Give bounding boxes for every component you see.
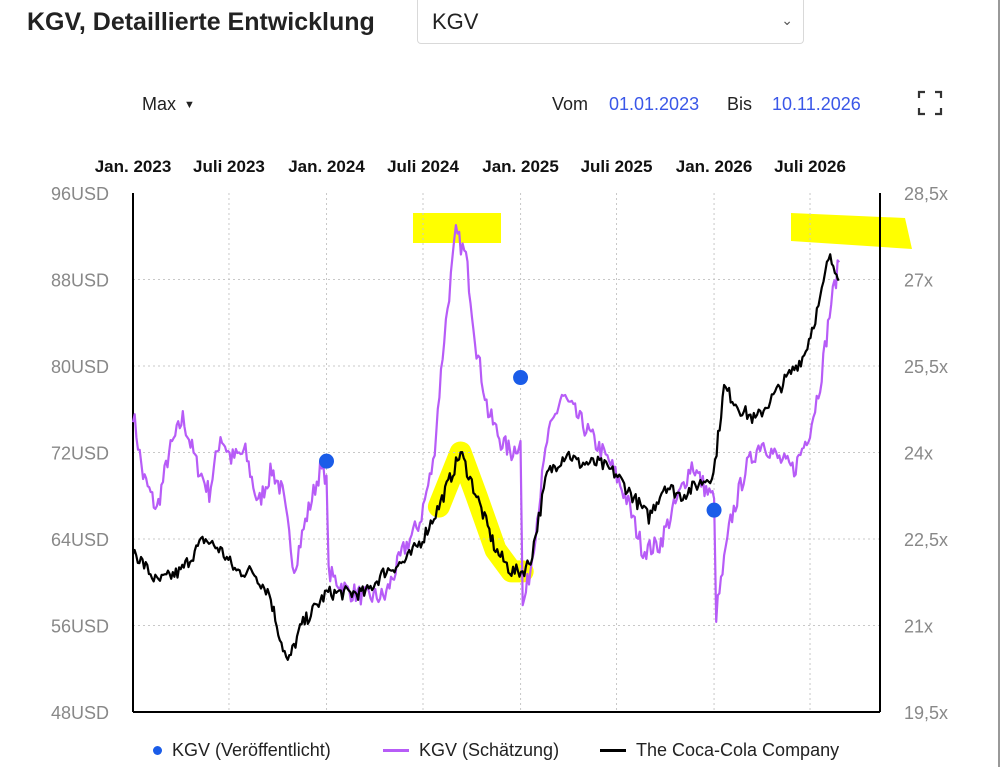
range-dropdown[interactable]: Max ▼ bbox=[142, 94, 195, 115]
data-point-published bbox=[706, 502, 722, 518]
data-point-published bbox=[319, 453, 335, 469]
caret-down-icon: ▼ bbox=[184, 99, 195, 111]
x-tick-label: Jan. 2026 bbox=[676, 157, 753, 176]
y-left-tick-label: 96USD bbox=[51, 184, 109, 204]
panel-border bbox=[998, 0, 1000, 767]
fullscreen-button[interactable] bbox=[916, 89, 944, 117]
y-left-tick-label: 56USD bbox=[51, 617, 109, 637]
legend-label: KGV (Veröffentlicht) bbox=[172, 740, 331, 760]
from-label: Vom bbox=[552, 94, 589, 114]
x-tick-label: Jan. 2024 bbox=[288, 157, 365, 176]
x-tick-label: Juli 2023 bbox=[193, 157, 265, 176]
to-label: Bis bbox=[727, 94, 753, 114]
highlight-peak-2026 bbox=[791, 213, 912, 249]
y-right-tick-label: 27x bbox=[904, 271, 933, 291]
series-layer bbox=[131, 224, 841, 661]
y-right-tick-label: 25,5x bbox=[904, 357, 948, 377]
metric-select-value: KGV bbox=[432, 9, 479, 34]
legend-line-icon bbox=[383, 749, 409, 752]
y-left-tick-label: 72USD bbox=[51, 444, 109, 464]
axis-layer: 48USD 56USD 64USD 72USD 80USD 88USD 96USD 19,5x… bbox=[51, 157, 948, 723]
metric-select[interactable]: KGV ⌄ bbox=[417, 0, 804, 44]
y-right-tick-label: 22,5x bbox=[904, 530, 948, 550]
chevron-down-icon: ⌄ bbox=[781, 12, 793, 28]
fullscreen-icon bbox=[917, 90, 943, 116]
y-left-tick-label: 48USD bbox=[51, 703, 109, 723]
legend-item-company[interactable]: The Coca-Cola Company bbox=[600, 740, 839, 761]
x-tick-label: Juli 2024 bbox=[387, 157, 459, 176]
x-tick-label: Juli 2026 bbox=[774, 157, 846, 176]
page-title: KGV, Detaillierte Entwicklung bbox=[27, 8, 375, 36]
y-right-tick-label: 21x bbox=[904, 617, 933, 637]
grid-layer bbox=[133, 193, 880, 712]
chart-area: 48USD 56USD 64USD 72USD 80USD 88USD 96USD 19,5x… bbox=[51, 157, 948, 723]
legend-label: KGV (Schätzung) bbox=[419, 740, 560, 760]
highlight-price-decline bbox=[427, 441, 534, 583]
y-left-tick-label: 80USD bbox=[51, 357, 109, 377]
legend-label: The Coca-Cola Company bbox=[636, 740, 840, 760]
x-tick-label: Juli 2025 bbox=[581, 157, 653, 176]
legend-dot-icon bbox=[153, 746, 162, 755]
x-tick-label: Jan. 2025 bbox=[482, 157, 559, 176]
legend-item-estimate[interactable]: KGV (Schätzung) bbox=[383, 740, 559, 761]
y-right-tick-label: 19,5x bbox=[904, 703, 948, 723]
to-date-input[interactable]: 10.11.2026 bbox=[772, 94, 861, 114]
legend-line-icon bbox=[600, 749, 626, 752]
series-line-estimate bbox=[131, 224, 841, 623]
y-left-tick-label: 64USD bbox=[51, 530, 109, 550]
data-point-published bbox=[513, 370, 529, 386]
y-right-tick-label: 28,5x bbox=[904, 184, 948, 204]
from-date-input[interactable]: 01.01.2023 bbox=[609, 94, 700, 114]
legend-item-published[interactable]: KGV (Veröffentlicht) bbox=[153, 740, 331, 761]
series-line-company bbox=[131, 253, 840, 661]
x-tick-label: Jan. 2023 bbox=[95, 157, 172, 176]
y-right-tick-label: 24x bbox=[904, 444, 933, 464]
range-dropdown-label: Max bbox=[142, 94, 177, 114]
y-left-tick-label: 88USD bbox=[51, 271, 109, 291]
